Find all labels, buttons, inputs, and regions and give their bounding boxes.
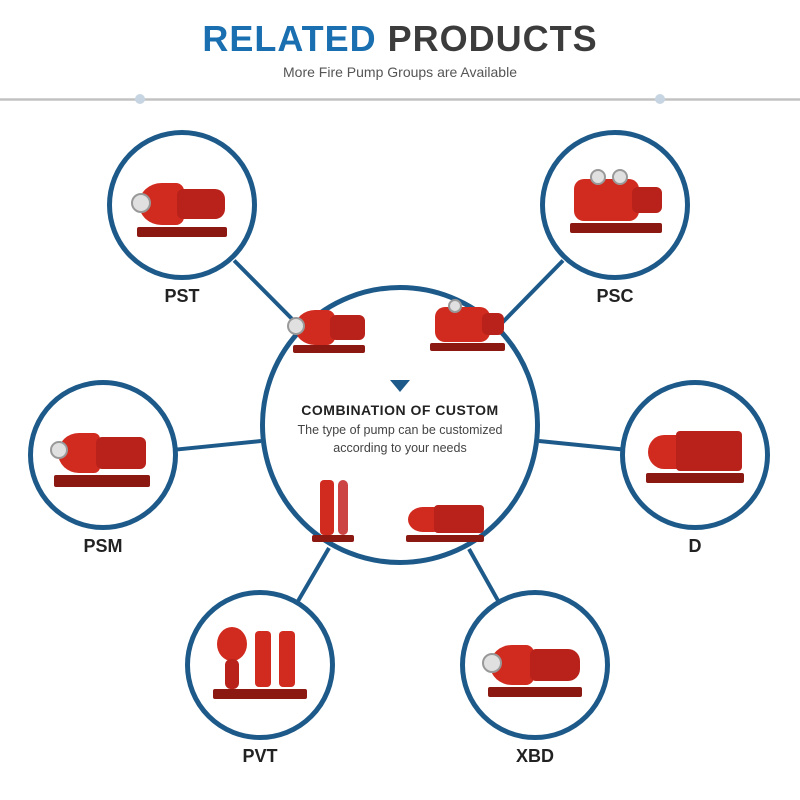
product-node-xbd[interactable]: XBD (460, 590, 610, 767)
page-subtitle: More Fire Pump Groups are Available (0, 64, 800, 80)
product-label: PVT (185, 746, 335, 767)
title-main: PRODUCTS (377, 18, 598, 59)
product-circle (540, 130, 690, 280)
product-label: D (620, 536, 770, 557)
product-node-psc[interactable]: PSC (540, 130, 690, 307)
chevron-down-icon (390, 380, 410, 392)
product-circle (28, 380, 178, 530)
center-pump-2 (420, 295, 510, 360)
product-label: PSM (28, 536, 178, 557)
product-node-pvt[interactable]: PVT (185, 590, 335, 767)
product-node-pst[interactable]: PST (107, 130, 257, 307)
page-title: RELATED PRODUCTS (0, 18, 800, 60)
title-accent: RELATED (202, 18, 376, 59)
divider (0, 98, 800, 101)
connector (539, 439, 621, 451)
header: RELATED PRODUCTS More Fire Pump Groups a… (0, 0, 800, 80)
product-node-psm[interactable]: PSM (28, 380, 178, 557)
pump-icon (48, 415, 158, 495)
product-circle (460, 590, 610, 740)
center-content: COMBINATION OF CUSTOM The type of pump c… (280, 380, 520, 457)
product-label: PSC (540, 286, 690, 307)
center-desc: The type of pump can be customized accor… (280, 422, 520, 457)
product-label: PST (107, 286, 257, 307)
product-node-d[interactable]: D (620, 380, 770, 557)
pump-icon (205, 625, 315, 705)
product-circle (620, 380, 770, 530)
product-circle (107, 130, 257, 280)
pump-icon (640, 415, 750, 495)
connector (177, 439, 260, 451)
product-circle (185, 590, 335, 740)
product-label: XBD (460, 746, 610, 767)
center-pump-3 (300, 480, 370, 545)
product-diagram: COMBINATION OF CUSTOM The type of pump c… (0, 120, 800, 790)
pump-icon (480, 625, 590, 705)
center-pump-1 (285, 295, 375, 360)
pump-icon (127, 165, 237, 245)
pump-icon (560, 165, 670, 245)
center-title: COMBINATION OF CUSTOM (280, 402, 520, 418)
center-pump-4 (400, 495, 490, 560)
